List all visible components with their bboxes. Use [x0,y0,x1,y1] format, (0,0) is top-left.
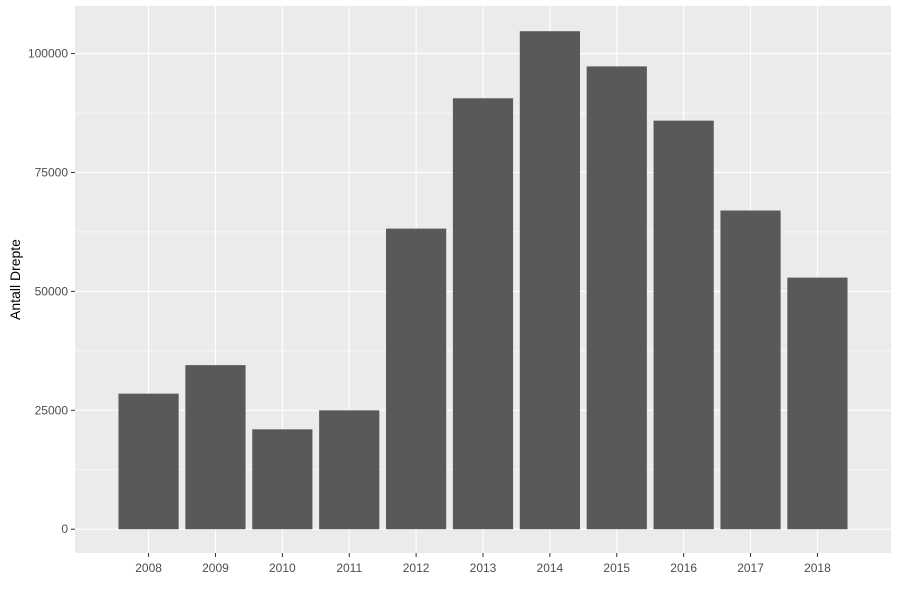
bar-2009 [185,365,246,530]
bar-2016 [653,120,714,530]
bar-2012 [386,228,447,530]
y-axis-title: Antall Drepte [7,239,23,320]
bar-2017 [720,210,781,530]
x-tick-label: 2014 [537,561,564,575]
y-tick-label: 75000 [35,165,69,179]
x-tick-label: 2011 [336,561,362,575]
x-tick-label: 2018 [804,561,831,575]
x-tick-label: 2015 [603,561,630,575]
y-axis-ticks: 0 25000 50000 75000 100000 [28,47,75,536]
bar-2015 [586,66,647,530]
bar-2013 [452,98,514,530]
x-tick-label: 2012 [403,561,430,575]
x-tick-label: 2017 [737,561,764,575]
y-tick-label: 50000 [35,284,69,298]
x-tick-label: 2009 [202,561,229,575]
x-tick-label: 2010 [269,561,296,575]
x-tick-label: 2008 [135,561,162,575]
x-tick-label: 2016 [670,561,697,575]
bar-2014 [519,31,580,530]
y-tick-label: 25000 [35,403,69,417]
bar-2011 [319,410,380,530]
bar-2018 [787,277,848,530]
x-axis-ticks: 2008 2009 2010 2011 2012 2013 2014 2015 2016 2017… [135,553,831,575]
bar-series [118,31,848,530]
bar-2008 [118,393,179,530]
x-tick-label: 2013 [470,561,497,575]
bar-2010 [252,429,313,530]
y-tick-label: 0 [61,522,68,536]
y-tick-label: 100000 [28,47,68,61]
